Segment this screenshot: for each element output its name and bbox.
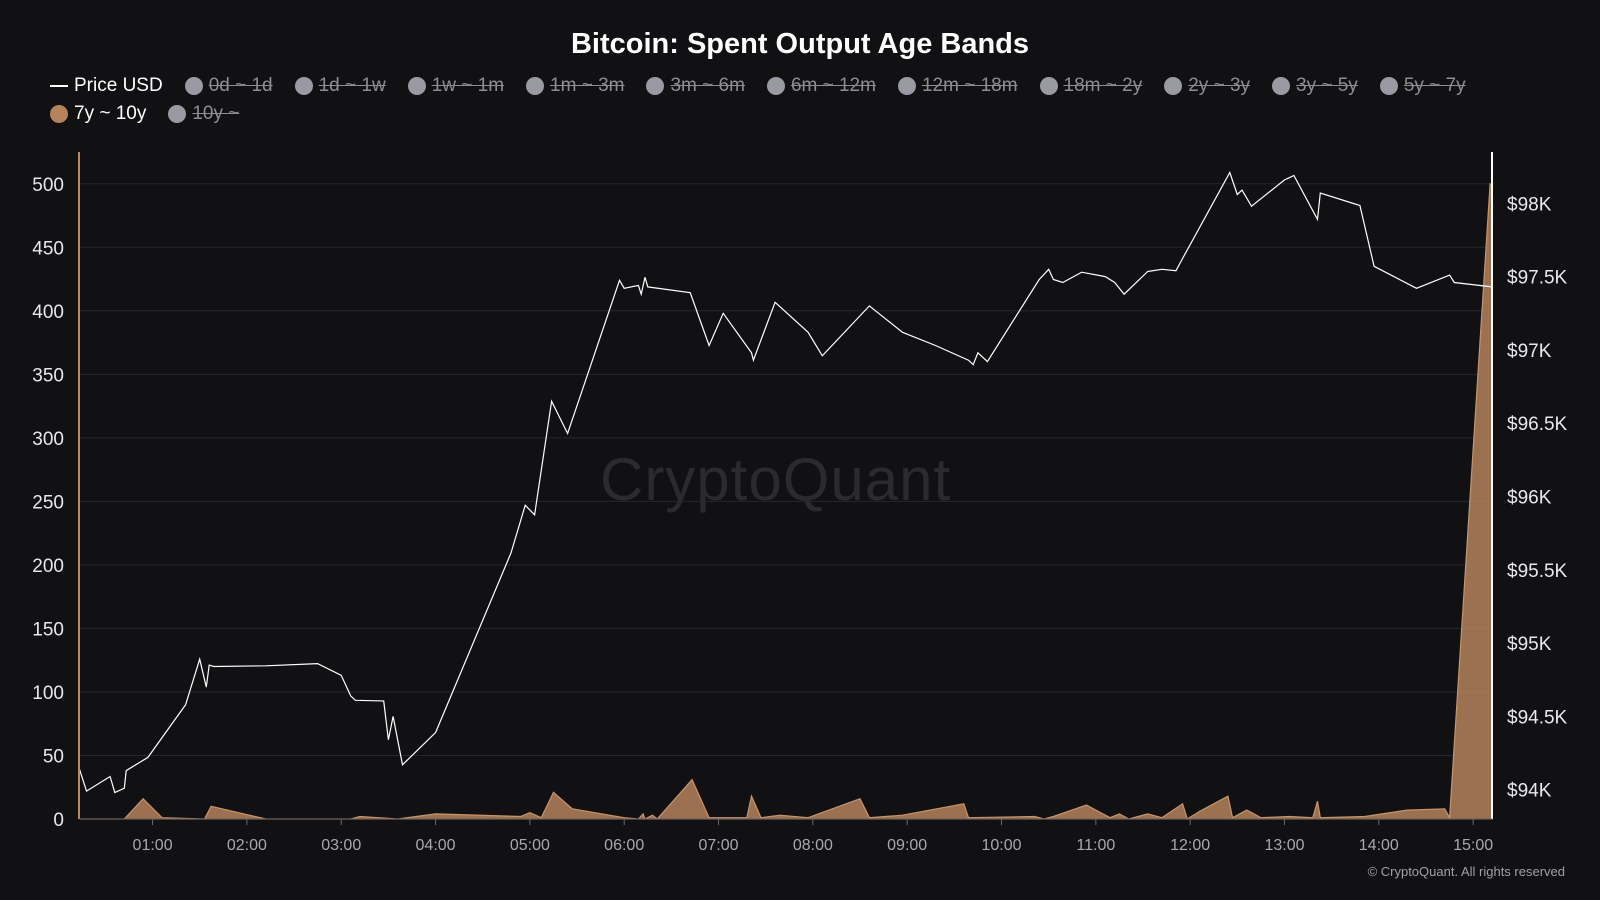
y-right-tick-label: $97K — [1507, 341, 1552, 362]
y-left-tick-label: 400 — [32, 302, 64, 323]
x-tick-label: 15:00 — [1453, 837, 1493, 854]
legend-item-7[interactable]: 12m ~ 18m — [897, 74, 1018, 98]
x-tick-label: 07:00 — [699, 837, 739, 854]
price-usd-line — [78, 171, 1493, 794]
y-right-tick-label: $97.5K — [1507, 268, 1568, 289]
legend-swatch — [50, 85, 68, 87]
chart-legend: Price USD 0d ~ 1d 1d ~ 1w 1w ~ 1m 1m ~ 3m 3m … — [50, 74, 1570, 126]
y-left-tick-label: 150 — [32, 619, 64, 640]
y-left-tick-label: 250 — [32, 492, 64, 513]
x-tick-label: 01:00 — [133, 837, 173, 854]
legend-item-13[interactable]: 10y ~ — [168, 102, 239, 126]
legend-swatch — [1039, 77, 1058, 95]
legend-item-3[interactable]: 1w ~ 1m — [407, 74, 505, 98]
legend-label: 10y ~ — [192, 103, 240, 124]
legend-item-4[interactable]: 1m ~ 3m — [526, 74, 624, 98]
legend-label: 6m ~ 12m — [790, 75, 876, 96]
legend-label: 1w ~ 1m — [431, 75, 505, 96]
y-right-tick-label: $96K — [1507, 487, 1552, 508]
legend-swatch — [897, 77, 916, 95]
legend-swatch — [168, 105, 187, 123]
y-left-tick-label: 100 — [32, 683, 64, 704]
x-tick-label: 12:00 — [1170, 837, 1210, 854]
legend-swatch — [1379, 77, 1398, 95]
legend-swatch — [1272, 77, 1291, 95]
y-right-tick-label: $96.5K — [1507, 414, 1568, 435]
x-tick-label: 04:00 — [416, 837, 456, 854]
legend-swatch — [294, 77, 313, 95]
x-tick-label: 05:00 — [510, 837, 550, 854]
legend-label: 2y ~ 3y — [1188, 75, 1251, 96]
legend-item-1[interactable]: 0d ~ 1d — [184, 74, 273, 98]
legend-swatch — [526, 77, 545, 95]
legend-swatch — [766, 77, 785, 95]
legend-item-12[interactable]: 7y ~ 10y — [50, 102, 146, 126]
x-tick-label: 09:00 — [887, 837, 927, 854]
legend-label: 18m ~ 2y — [1063, 75, 1143, 96]
y-left-tick-label: 350 — [32, 365, 64, 386]
area-series-7y-10y — [79, 183, 1493, 820]
x-tick-label: 10:00 — [981, 837, 1021, 854]
legend-label: 12m ~ 18m — [921, 75, 1018, 96]
x-tick-label: 06:00 — [604, 837, 644, 854]
legend-label: 5y ~ 7y — [1403, 75, 1466, 96]
legend-swatch — [184, 77, 203, 95]
legend-item-2[interactable]: 1d ~ 1w — [294, 74, 386, 98]
legend-label: 1m ~ 3m — [550, 75, 625, 96]
legend-item-10[interactable]: 3y ~ 5y — [1272, 74, 1358, 98]
legend-item-6[interactable]: 6m ~ 12m — [766, 74, 876, 98]
legend-label: 1d ~ 1w — [318, 75, 386, 96]
y-left-tick-label: 0 — [53, 810, 64, 831]
x-tick-label: 14:00 — [1359, 837, 1399, 854]
y-right-tick-label: $94.5K — [1507, 707, 1568, 728]
copyright-text: © CryptoQuant. All rights reserved — [1367, 864, 1565, 879]
y-left-tick-label: 50 — [43, 746, 64, 767]
x-tick-label: 03:00 — [321, 837, 361, 854]
x-tick-label: 08:00 — [793, 837, 833, 854]
y-left-tick-label: 200 — [32, 556, 64, 577]
y-right-tick-label: $98K — [1507, 194, 1552, 215]
x-tick-label: 02:00 — [227, 837, 267, 854]
legend-label: 0d ~ 1d — [208, 75, 273, 96]
y-right-tick-label: $94K — [1507, 781, 1552, 802]
y-right-tick-label: $95K — [1507, 634, 1552, 655]
legend-label: 7y ~ 10y — [74, 103, 147, 124]
chart-title: Bitcoin: Spent Output Age Bands — [570, 28, 1030, 60]
x-tick-label: 11:00 — [1076, 837, 1115, 854]
legend-label: 3y ~ 5y — [1296, 75, 1358, 96]
legend-swatch — [50, 105, 68, 123]
y-left-tick-label: 300 — [32, 429, 64, 450]
y-left-tick-label: 500 — [32, 175, 64, 196]
y-right-tick-label: $95.5K — [1507, 561, 1568, 582]
legend-swatch — [407, 77, 426, 95]
legend-label: 3m ~ 6m — [670, 75, 745, 96]
legend-label: Price USD — [74, 75, 163, 96]
y-left-tick-label: 450 — [32, 238, 64, 259]
legend-item-9[interactable]: 2y ~ 3y — [1164, 74, 1250, 98]
legend-item-8[interactable]: 18m ~ 2y — [1039, 74, 1143, 98]
legend-swatch — [1164, 77, 1183, 95]
legend-swatch — [646, 77, 665, 95]
legend-item-0[interactable]: Price USD — [50, 74, 163, 98]
legend-item-11[interactable]: 5y ~ 7y — [1379, 74, 1466, 98]
x-tick-label: 13:00 — [1264, 837, 1304, 854]
legend-item-5[interactable]: 3m ~ 6m — [646, 74, 745, 98]
